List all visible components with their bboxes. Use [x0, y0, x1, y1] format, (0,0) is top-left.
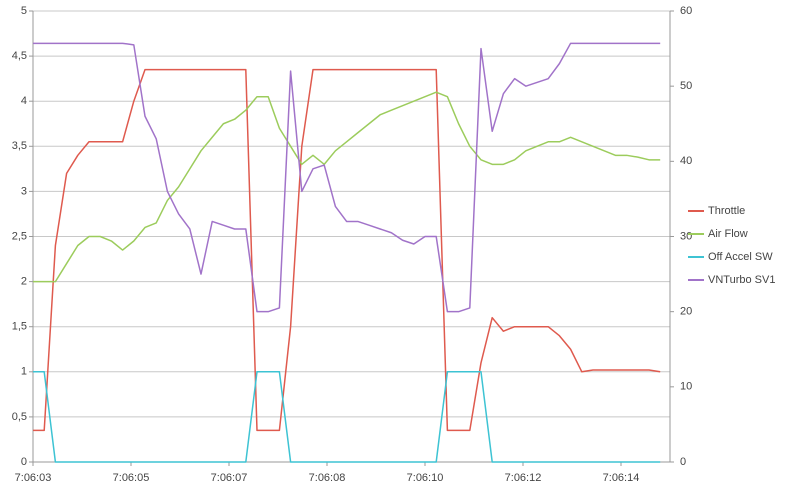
y-tick-label: 2: [21, 276, 27, 288]
x-tick-label: 7:06:05: [113, 472, 150, 484]
series-line: [33, 371, 661, 463]
y-tick-label: 3,5: [12, 140, 27, 152]
y-tick-label: 5: [21, 5, 27, 17]
series-line: [33, 91, 661, 283]
y-tick-label: 2,5: [12, 230, 27, 242]
y2-tick-label: 30: [680, 230, 692, 242]
x-tick-label: 7:06:12: [505, 472, 542, 484]
legend-label: Air Flow: [708, 228, 748, 240]
x-tick-label: 7:06:03: [15, 472, 52, 484]
x-tick-label: 7:06:14: [603, 472, 640, 484]
y-tick-label: 0: [21, 456, 27, 468]
series-line: [33, 42, 661, 313]
legend-label: Throttle: [708, 205, 745, 217]
y-tick-label: 1: [21, 366, 27, 378]
y-tick-label: 4: [21, 95, 27, 107]
y-tick-label: 1,5: [12, 321, 27, 333]
y2-tick-label: 50: [680, 80, 692, 92]
y2-tick-label: 10: [680, 381, 692, 393]
y-tick-label: 3: [21, 185, 27, 197]
y2-tick-label: 0: [680, 456, 686, 468]
legend-label: Off Accel SW: [708, 251, 773, 263]
y2-tick-label: 20: [680, 306, 692, 318]
y2-tick-label: 60: [680, 5, 692, 17]
y-tick-label: 4,5: [12, 50, 27, 62]
series-line: [33, 68, 661, 432]
y-tick-label: 0,5: [12, 411, 27, 423]
legend-label: VNTurbo SV1: [708, 274, 775, 286]
y2-tick-label: 40: [680, 155, 692, 167]
x-tick-label: 7:06:08: [309, 472, 346, 484]
x-tick-label: 7:06:07: [211, 472, 248, 484]
x-tick-label: 7:06:10: [407, 472, 444, 484]
